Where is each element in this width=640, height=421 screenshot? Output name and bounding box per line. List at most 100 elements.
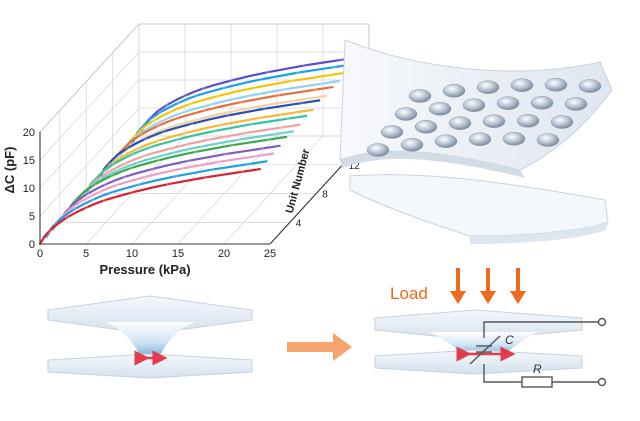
data-point: [151, 119, 155, 123]
data-point: [135, 161, 139, 165]
load-arrow-2: [480, 268, 496, 304]
data-point: [130, 152, 134, 156]
data-point: [138, 133, 142, 137]
micro-dome: [530, 96, 554, 110]
micro-dome: [536, 133, 560, 147]
micro-dome: [564, 97, 588, 111]
micro-dome-array: [366, 78, 602, 157]
micro-dome: [380, 125, 404, 139]
data-point: [276, 93, 280, 97]
data-point: [180, 167, 184, 171]
capacitor-label: C: [505, 333, 514, 347]
data-point: [300, 101, 304, 105]
data-point: [273, 132, 277, 136]
data-point: [196, 117, 200, 121]
x-tick-label: 20: [218, 248, 230, 260]
data-point: [204, 175, 208, 179]
data-point: [333, 65, 337, 69]
series-line-unit-10: [98, 99, 321, 180]
data-point: [130, 191, 134, 194]
data-point: [110, 173, 114, 177]
data-point: [175, 116, 179, 120]
data-point: [229, 79, 233, 83]
data-point: [303, 63, 307, 67]
data-point: [250, 122, 254, 126]
micro-dome: [516, 114, 540, 128]
micro-dome: [366, 143, 390, 157]
x-tick-label: 10: [126, 248, 138, 260]
z-tick-label: 12: [349, 161, 361, 172]
data-point: [116, 183, 120, 187]
data-point: [149, 145, 153, 149]
data-point: [97, 190, 101, 194]
lower-curved-film: [349, 174, 609, 237]
data-point: [150, 167, 154, 171]
data-point: [105, 171, 109, 175]
circuit-top-wire: [483, 321, 600, 338]
micro-dome: [394, 107, 418, 121]
y-axis-title: ΔC (pF): [2, 147, 17, 194]
data-point: [193, 150, 197, 154]
data-point: [91, 198, 95, 202]
y-tick-label: 20: [23, 127, 35, 139]
data-point: [129, 166, 133, 170]
data-point: [247, 162, 251, 166]
z-tick-label: 8: [322, 190, 328, 201]
data-point: [220, 123, 224, 127]
micro-dome: [550, 115, 574, 129]
series-line-unit-3: [52, 152, 275, 231]
data-point: [117, 168, 121, 172]
micro-dome: [414, 120, 438, 134]
data-point: [226, 113, 230, 117]
data-point: [240, 170, 244, 174]
data-point: [112, 162, 116, 166]
data-point: [239, 100, 243, 104]
grid-line: [177, 135, 278, 245]
grid-line: [223, 135, 324, 245]
data-point: [222, 86, 226, 90]
data-point: [246, 94, 250, 98]
data-point: [85, 192, 89, 196]
data-point: [296, 71, 300, 75]
series-line-unit-7: [78, 123, 301, 202]
micro-dome: [442, 84, 466, 98]
series-line-unit-1: [39, 167, 261, 245]
data-point: [79, 200, 83, 204]
data-point: [125, 146, 129, 150]
data-point: [155, 139, 159, 143]
series-line-unit-5: [65, 135, 288, 216]
dielectric-cone: [105, 322, 195, 356]
load-arrow-3: [510, 268, 526, 304]
data-point: [137, 146, 141, 150]
data-point: [176, 101, 180, 105]
data-point: [143, 175, 147, 179]
data-point: [339, 58, 343, 62]
circuit-bottom-wire: [483, 364, 600, 383]
data-point: [92, 183, 96, 187]
x-tick-label: 0: [37, 248, 43, 260]
micro-dome: [544, 78, 568, 92]
data-point: [206, 138, 210, 142]
micro-dome: [462, 98, 486, 112]
data-point: [189, 122, 193, 126]
data-point: [84, 206, 88, 210]
data-point: [263, 107, 267, 111]
data-point: [167, 182, 171, 186]
data-point: [104, 182, 108, 186]
x-tick-label: 5: [83, 248, 89, 260]
capacitance-waterfall-chart: 051015202505101520481216 Pressure (kPa) …: [2, 23, 387, 277]
grid-line: [39, 51, 140, 161]
equivalent-circuit: [469, 321, 600, 388]
data-point: [165, 103, 169, 107]
data-point: [201, 86, 205, 90]
data-point: [66, 215, 70, 219]
data-point: [287, 117, 291, 121]
series-line-unit-12: [111, 85, 334, 166]
series-line-unit-8: [85, 114, 308, 195]
data-point: [157, 124, 161, 128]
z-tick-label: 4: [296, 218, 302, 229]
unloaded-sensing-unit: [47, 295, 253, 379]
film-backing-edge: [340, 151, 525, 178]
state-transition-arrow: [287, 333, 352, 361]
y-tick-label: 15: [23, 155, 35, 167]
